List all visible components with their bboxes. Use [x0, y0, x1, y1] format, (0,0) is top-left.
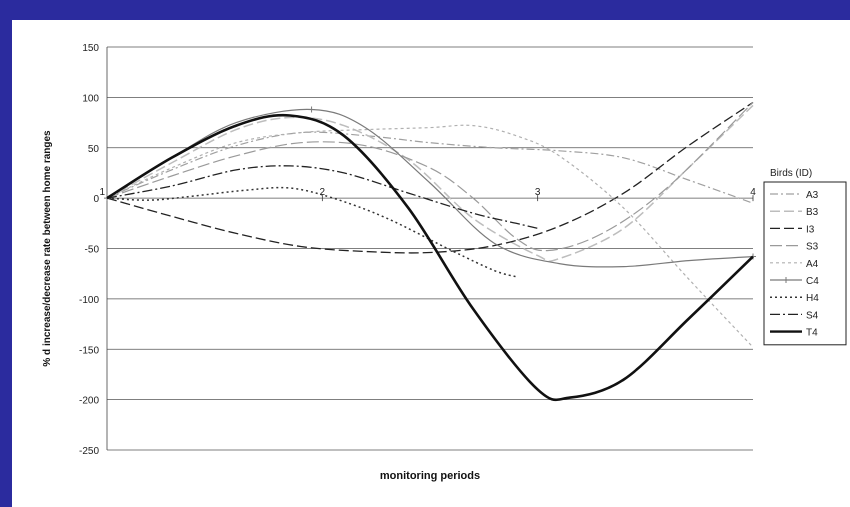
- series-line-h4: [106, 186, 517, 278]
- series-lines: [104, 101, 756, 402]
- axes: 150 100 50 0 -50 -100 -150 -200 -250 1 2 3 4: [79, 43, 756, 457]
- series-line-i3: [106, 101, 754, 254]
- series-line-a3: [106, 131, 754, 204]
- series-line-b3: [106, 104, 754, 263]
- series-line-a4: [106, 124, 754, 348]
- series-line-c4: [106, 108, 754, 268]
- series-line-s3: [106, 101, 754, 252]
- legend-label-b3: B3: [806, 207, 819, 218]
- y-tick-label: 100: [82, 93, 99, 104]
- x-tick-label: 4: [750, 187, 756, 198]
- x-tick-label: 2: [320, 187, 326, 198]
- legend-label-i3: I3: [806, 224, 815, 235]
- series-line-s4: [106, 165, 538, 229]
- series-marker-c4: [750, 253, 756, 260]
- x-tick-label: 3: [535, 187, 541, 198]
- legend-title: Birds (ID): [770, 168, 812, 179]
- chart-panel: 150 100 50 0 -50 -100 -150 -200 -250 1 2 3 4 Birds (…: [12, 20, 850, 507]
- y-tick-label: -200: [79, 396, 99, 407]
- y-tick-label: -250: [79, 446, 99, 457]
- y-tick-label: 50: [88, 144, 100, 155]
- legend-label-t4: T4: [806, 328, 818, 339]
- legend-label-a4: A4: [806, 259, 819, 270]
- legend: Birds (ID) A3 B3 I3 S3 A4 C4 H4 S4 T4: [763, 168, 847, 346]
- y-tick-label: -150: [79, 345, 99, 356]
- y-tick-label: -100: [79, 295, 99, 306]
- y-tick-label: 0: [93, 194, 99, 205]
- line-chart: 150 100 50 0 -50 -100 -150 -200 -250 1 2 3 4 Birds (…: [42, 43, 847, 482]
- y-tick-label: 150: [82, 43, 99, 54]
- legend-label-s4: S4: [806, 310, 819, 321]
- y-tick-label: -50: [85, 245, 100, 256]
- x-tick-label: 1: [99, 187, 105, 198]
- series-line-t4: [106, 113, 754, 402]
- gridlines: [107, 46, 753, 451]
- legend-label-h4: H4: [806, 293, 819, 304]
- y-axis-title: % d increase/decrease rate between home …: [42, 130, 53, 367]
- legend-label-a3: A3: [806, 190, 819, 201]
- x-axis-title: monitoring periods: [380, 470, 480, 482]
- legend-label-c4: C4: [806, 276, 819, 287]
- legend-label-s3: S3: [806, 242, 819, 253]
- series-marker-c4: [308, 106, 315, 113]
